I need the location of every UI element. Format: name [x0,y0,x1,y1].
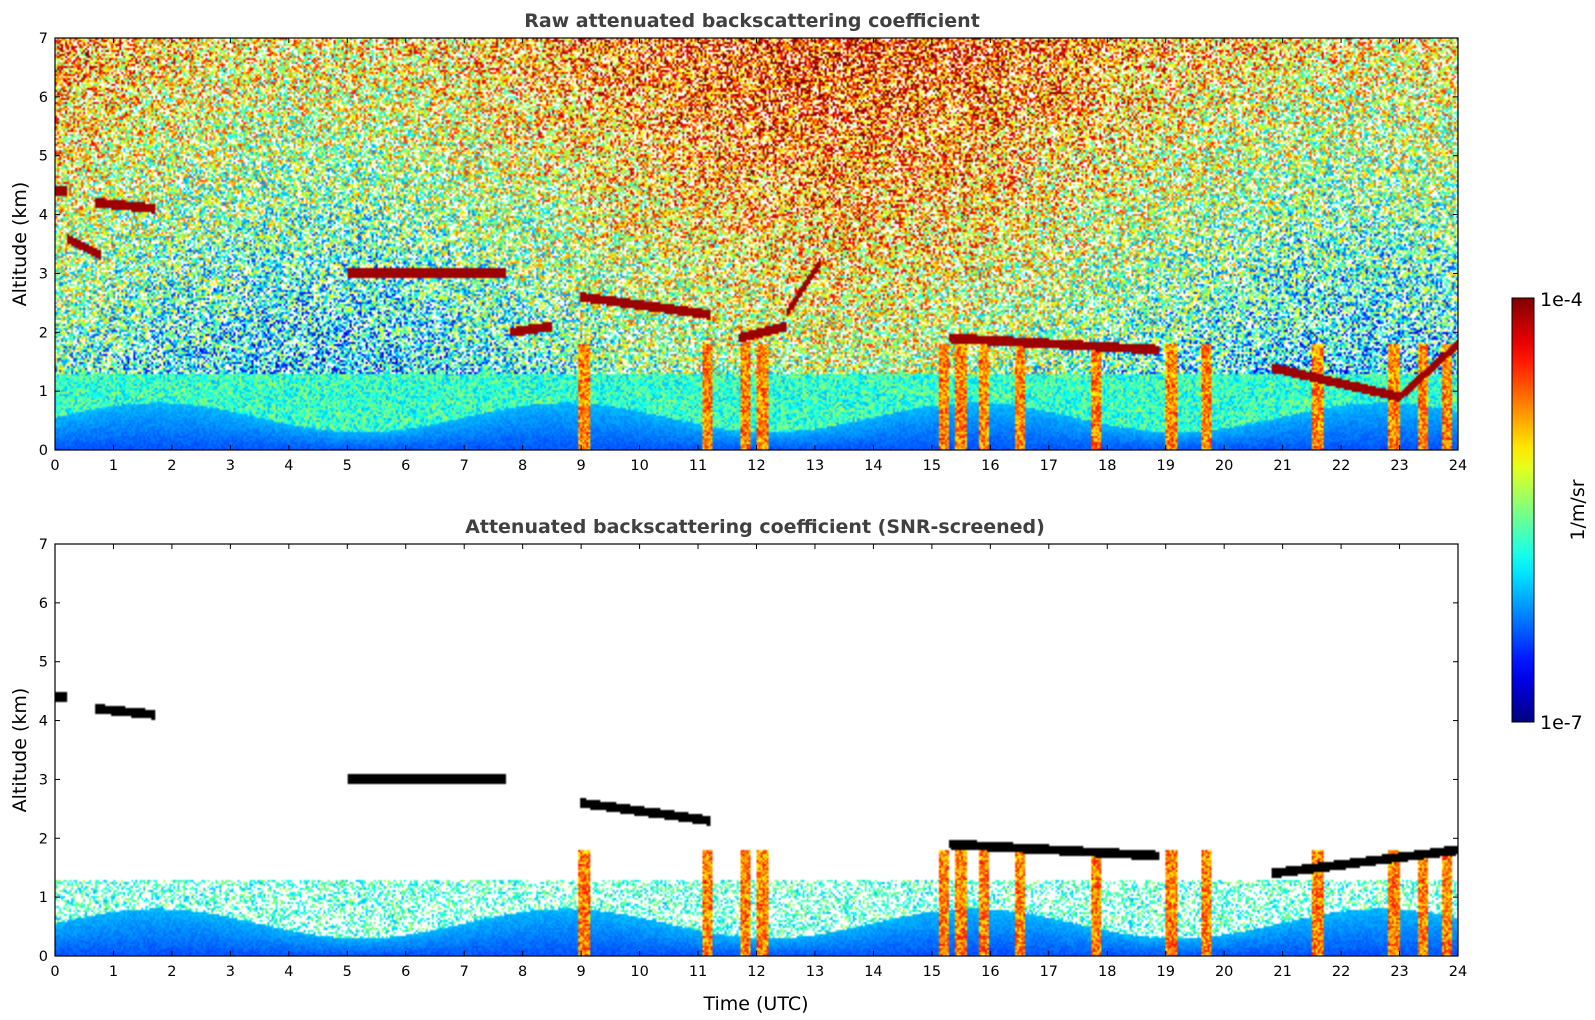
heatmap-raw [55,38,1458,450]
x-tick-label: 1 [109,458,118,474]
x-tick-label: 8 [518,964,527,980]
x-tick-label: 4 [284,458,293,474]
colorbar-min-label: 1e-7 [1540,712,1583,734]
x-tick-label: 18 [1098,964,1116,980]
x-tick-label: 16 [981,964,999,980]
y-tick-label: 7 [39,537,48,553]
x-tick-label: 12 [747,964,765,980]
colorbar-label: 1/m/sr [1567,479,1589,540]
y-tick-label: 6 [39,90,48,106]
y-tick-label: 1 [39,890,48,906]
x-tick-label: 23 [1390,964,1408,980]
y-tick-label: 5 [39,655,48,671]
y-tick-label: 5 [39,149,48,165]
x-tick-label: 9 [577,458,586,474]
y-axis-raw: 0 1 2 3 4 5 6 7 [39,31,1458,459]
x-tick-label: 1 [109,964,118,980]
y-tick-label: 2 [39,831,48,847]
x-tick-label: 19 [1156,458,1174,474]
x-axis-screened: 0 1 2 3 4 5 6 7 8 9 10 11 12 13 14 15 16 17 18 19 20 21 22 23 24 [50,544,1467,980]
y-axis-label-raw: Altitude (km) [9,182,31,307]
x-tick-label: 11 [689,964,707,980]
x-tick-label: 24 [1449,964,1467,980]
x-tick-label: 22 [1332,458,1350,474]
colorbar-gradient [1511,297,1535,723]
x-tick-label: 3 [226,964,235,980]
y-axis-screened: 0 1 2 3 4 5 6 7 [39,537,1458,965]
x-tick-label: 7 [460,964,469,980]
x-tick-label: 8 [518,458,527,474]
heatmap-screened [55,544,1458,956]
x-tick-label: 20 [1215,458,1233,474]
panel-raw: Raw attenuated backscattering coefficien… [9,10,1467,474]
panel-screened: Attenuated backscattering coefficient (S… [9,516,1467,1015]
x-tick-label: 2 [167,964,176,980]
x-axis-raw: 0 1 2 3 4 5 6 7 8 9 10 11 12 13 14 15 16 17 18 19 20 21 22 23 24 [50,38,1467,474]
x-tick-label: 9 [577,964,586,980]
y-tick-label: 0 [39,949,48,965]
y-tick-label: 0 [39,443,48,459]
x-tick-label: 12 [747,458,765,474]
x-tick-label: 0 [50,964,59,980]
x-tick-label: 2 [167,458,176,474]
y-axis-label-screened: Altitude (km) [9,688,31,813]
panel-title-screened: Attenuated backscattering coefficient (S… [465,516,1045,538]
x-tick-label: 14 [864,964,882,980]
x-tick-label: 10 [630,458,648,474]
x-tick-label: 18 [1098,458,1116,474]
y-tick-label: 4 [39,208,48,224]
y-tick-label: 6 [39,596,48,612]
x-tick-label: 3 [226,458,235,474]
x-tick-label: 13 [806,458,824,474]
x-tick-label: 21 [1273,458,1291,474]
x-tick-label: 4 [284,964,293,980]
x-tick-label: 23 [1390,458,1408,474]
x-tick-label: 11 [689,458,707,474]
y-tick-label: 4 [39,714,48,730]
y-tick-label: 1 [39,384,48,400]
y-tick-label: 3 [39,772,48,788]
x-tick-label: 14 [864,458,882,474]
y-tick-label: 2 [39,325,48,341]
x-tick-label: 7 [460,458,469,474]
x-tick-label: 22 [1332,964,1350,980]
x-tick-label: 5 [343,964,352,980]
x-tick-label: 5 [343,458,352,474]
x-tick-label: 0 [50,458,59,474]
x-tick-label: 19 [1156,964,1174,980]
x-tick-label: 17 [1040,458,1058,474]
colorbar-max-label: 1e-4 [1540,289,1583,311]
colorbar: 1e-4 1e-7 1/m/sr [1511,289,1589,734]
y-tick-label: 7 [39,31,48,47]
x-axis-label-screened: Time (UTC) [702,993,808,1015]
x-tick-label: 13 [806,964,824,980]
x-tick-label: 15 [923,964,941,980]
x-tick-label: 6 [401,964,410,980]
x-tick-label: 17 [1040,964,1058,980]
panel-title-raw: Raw attenuated backscattering coefficien… [524,10,980,32]
x-tick-label: 21 [1273,964,1291,980]
x-tick-label: 20 [1215,964,1233,980]
x-tick-label: 15 [923,458,941,474]
x-tick-label: 6 [401,458,410,474]
x-tick-label: 16 [981,458,999,474]
x-tick-label: 10 [630,964,648,980]
y-tick-label: 3 [39,266,48,282]
x-tick-label: 24 [1449,458,1467,474]
